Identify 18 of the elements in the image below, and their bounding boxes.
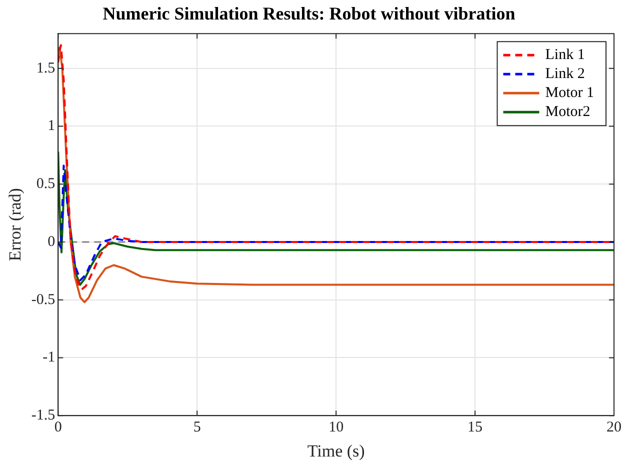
x-axis-title: Time (s) [307, 441, 365, 460]
legend-label: Link 2 [545, 66, 585, 82]
x-tick-label: 15 [468, 420, 483, 436]
y-tick-label: 1 [48, 118, 56, 134]
x-tick-label: 5 [193, 420, 201, 436]
y-tick-label: -1 [42, 350, 56, 366]
legend-label: Motor2 [545, 104, 590, 120]
y-tick-label: 0.5 [36, 176, 56, 192]
legend-label: Link 1 [545, 47, 585, 64]
y-tick-label: -1.5 [31, 408, 56, 424]
y-axis-title: Error (rad) [6, 188, 25, 262]
y-tick-label: 0 [48, 234, 56, 250]
chart-title: Numeric Simulation Results: Robot without vibration [102, 3, 516, 24]
x-tick-label: 10 [328, 420, 344, 436]
y-tick-label: 1.5 [36, 60, 56, 76]
x-tick-label: 20 [606, 420, 622, 436]
legend-label: Motor 1 [545, 85, 594, 102]
y-tick-label: -0.5 [31, 292, 56, 308]
